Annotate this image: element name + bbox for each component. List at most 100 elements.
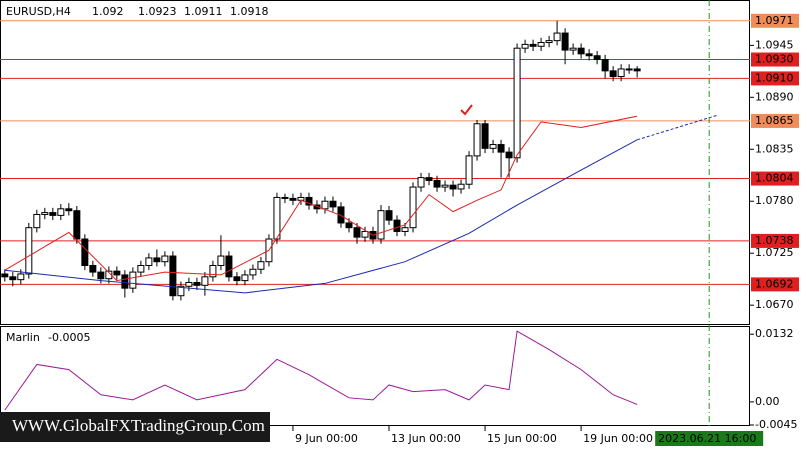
candle-body [25, 227, 33, 275]
candle-body [393, 219, 401, 232]
candle-body [361, 230, 369, 238]
candle-body [449, 184, 457, 190]
candle-body [177, 285, 185, 297]
x-tick-label: 15 Jun 00:00 [487, 432, 557, 445]
level-label: 1.0971 [755, 14, 794, 27]
level-label: 1.0804 [755, 172, 794, 185]
indicator-value: -0.0005 [48, 331, 90, 344]
candle-body [609, 70, 617, 78]
candle-body [289, 197, 297, 201]
candle-body [73, 210, 81, 240]
candle-body [497, 144, 505, 153]
close-value: 1.0918 [230, 5, 269, 18]
candle-body [473, 123, 481, 157]
symbol-title: EURUSD,H4 [6, 5, 71, 18]
moving-average [4, 115, 638, 282]
level-label: 1.0930 [755, 53, 794, 66]
watermark: WWW.GlobalFXTradingGroup.Com [12, 416, 265, 435]
candle-body [513, 47, 521, 159]
candle-body [561, 32, 569, 51]
x-tick-label: 19 Jun 00:00 [583, 432, 653, 445]
moving-average [4, 139, 638, 294]
open-value: 1.092 [92, 5, 124, 18]
candle-body [617, 68, 625, 78]
high-value: 1.0923 [138, 5, 177, 18]
x-tick-label: 9 Jun 00:00 [295, 432, 358, 445]
candle-body [193, 281, 201, 286]
candle-body [65, 208, 73, 212]
candle-body [129, 271, 137, 289]
candle-body [425, 177, 433, 181]
candle-body [41, 212, 49, 215]
candle-body [233, 276, 241, 282]
candle-body [601, 59, 609, 72]
indicator-line [4, 330, 638, 411]
candle-body [9, 276, 17, 281]
candle-body [457, 183, 465, 190]
candle-body [521, 43, 529, 49]
candle-body [153, 257, 161, 263]
candle-body [241, 274, 249, 282]
candle-body [209, 264, 217, 278]
candle-body [481, 123, 489, 149]
level-label: 1.0692 [755, 277, 794, 290]
level-label: 1.0865 [755, 114, 794, 127]
level-label-box [751, 71, 799, 86]
candle-body [385, 210, 393, 221]
level-label: 1.0738 [755, 234, 794, 247]
y-tick-label: 0.00 [755, 395, 780, 408]
candle-body [281, 196, 289, 199]
x-tick-label: 13 Jun 00:00 [391, 432, 461, 445]
candle-body [201, 276, 209, 286]
candle-body [329, 200, 337, 208]
candle-body [353, 227, 361, 238]
candle-body [49, 212, 57, 216]
watermark-box [0, 412, 270, 442]
candle-body [1, 273, 9, 278]
candle-body [417, 177, 425, 188]
level-label-box [751, 277, 799, 292]
candle-body [345, 222, 353, 229]
candle-body [169, 255, 177, 297]
candle-body [633, 68, 641, 72]
level-label-box [751, 13, 799, 28]
candle-body [17, 273, 25, 281]
candle-body [33, 213, 41, 229]
candle-body [409, 186, 417, 229]
y-tick-label: 1.0670 [755, 298, 794, 311]
y-tick-label: 1.0725 [755, 246, 794, 259]
candle-body [433, 179, 441, 188]
candle-body [273, 196, 281, 240]
candle-body [625, 68, 633, 71]
candle-body [545, 40, 553, 44]
low-value: 1.0911 [184, 5, 223, 18]
candle-body [585, 53, 593, 57]
candle-body [377, 210, 385, 240]
y-tick-label: -0.0045 [755, 418, 797, 431]
candle-body [577, 47, 585, 55]
candle-body [249, 268, 257, 276]
level-label-box [751, 233, 799, 248]
candle-body [313, 204, 321, 210]
moving-average [636, 114, 718, 141]
y-tick-label: 0.0132 [755, 327, 794, 340]
y-tick-label: 1.0780 [755, 194, 794, 207]
level-label: 1.0910 [755, 71, 794, 84]
indicator-pane [0, 326, 750, 426]
candle-body [489, 144, 497, 149]
candle-body [441, 184, 449, 188]
y-tick-label: 1.0945 [755, 38, 794, 51]
indicator-title: Marlin [6, 331, 40, 344]
check-mark [460, 104, 473, 116]
candle-body [537, 42, 545, 47]
candle-body [137, 264, 145, 273]
level-label-box [751, 113, 799, 128]
cursor-label: 2023.06.21 16:00 [658, 432, 756, 445]
y-tick-label: 1.0890 [755, 90, 794, 103]
candle-body [401, 227, 409, 232]
candle-body [121, 274, 129, 289]
candle-body [145, 257, 153, 266]
candle-body [97, 271, 105, 280]
